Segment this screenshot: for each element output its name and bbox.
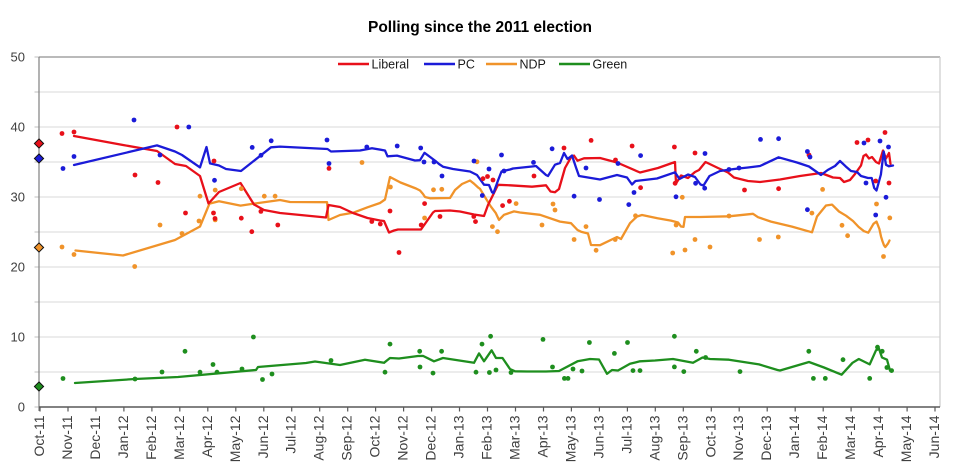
svg-text:Aug-12: Aug-12: [311, 415, 327, 460]
svg-text:30: 30: [11, 190, 25, 205]
svg-text:Dec-12: Dec-12: [423, 415, 439, 460]
svg-text:Sep-13: Sep-13: [674, 415, 690, 460]
svg-text:NDP: NDP: [520, 58, 546, 72]
svg-text:Feb-14: Feb-14: [814, 415, 830, 460]
svg-text:May-12: May-12: [227, 415, 243, 462]
svg-text:Mar-14: Mar-14: [842, 415, 858, 460]
svg-text:50: 50: [11, 50, 25, 65]
svg-text:Feb-13: Feb-13: [479, 415, 495, 460]
svg-text:Dec-11: Dec-11: [87, 415, 103, 459]
svg-text:Oct-13: Oct-13: [702, 415, 718, 457]
svg-text:May-13: May-13: [562, 415, 578, 462]
svg-text:0: 0: [18, 400, 25, 415]
svg-text:Jan-14: Jan-14: [786, 415, 802, 458]
svg-text:Apr-12: Apr-12: [199, 415, 215, 457]
svg-text:Oct-12: Oct-12: [367, 415, 383, 457]
svg-text:Mar-13: Mar-13: [507, 415, 523, 460]
svg-text:Polling since the 2011 electio: Polling since the 2011 election: [368, 19, 592, 36]
svg-text:Aug-13: Aug-13: [646, 415, 662, 460]
svg-text:20: 20: [11, 260, 25, 275]
svg-text:Dec-13: Dec-13: [758, 415, 774, 460]
svg-text:Jan-13: Jan-13: [451, 415, 467, 458]
svg-text:Nov-13: Nov-13: [730, 415, 746, 460]
svg-text:May-14: May-14: [898, 415, 914, 462]
svg-text:40: 40: [11, 120, 25, 135]
svg-text:Jul-12: Jul-12: [283, 415, 299, 453]
svg-text:10: 10: [11, 330, 25, 345]
svg-text:Sep-12: Sep-12: [339, 415, 355, 460]
svg-text:Jan-12: Jan-12: [115, 415, 131, 458]
svg-text:Jul-13: Jul-13: [618, 415, 634, 453]
svg-text:Oct-11: Oct-11: [31, 415, 47, 456]
svg-text:Feb-12: Feb-12: [143, 415, 159, 460]
svg-text:Nov-12: Nov-12: [395, 415, 411, 460]
svg-text:PC: PC: [458, 58, 475, 72]
svg-text:Jun-12: Jun-12: [255, 415, 271, 458]
svg-text:Green: Green: [593, 58, 628, 72]
svg-text:Liberal: Liberal: [372, 58, 410, 72]
svg-text:Jun-13: Jun-13: [590, 415, 606, 458]
svg-text:Apr-14: Apr-14: [870, 415, 886, 457]
svg-text:Mar-12: Mar-12: [171, 415, 187, 460]
svg-text:Apr-13: Apr-13: [535, 415, 551, 457]
svg-text:Jun-14: Jun-14: [926, 415, 942, 458]
svg-text:Nov-11: Nov-11: [59, 415, 75, 459]
